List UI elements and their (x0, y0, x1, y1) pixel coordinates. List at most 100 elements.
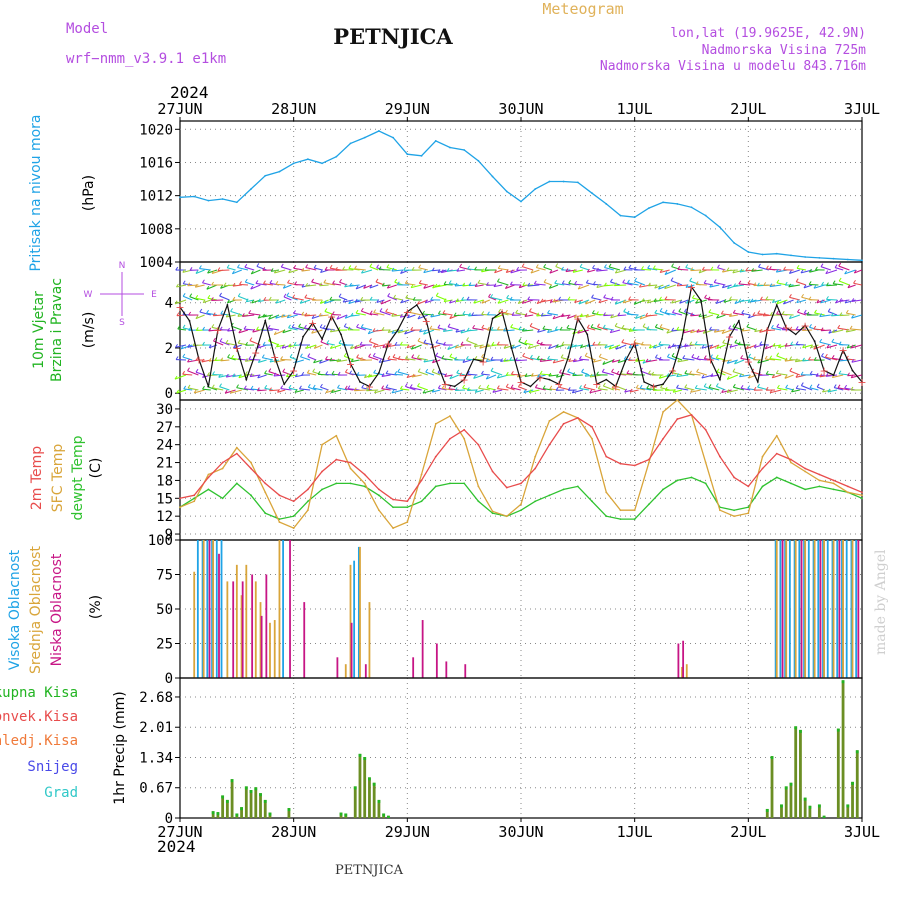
wind-barb-head (410, 326, 414, 331)
dewpt-line-point (832, 488, 835, 491)
wind-barb (417, 314, 428, 320)
compass-e: E (151, 290, 157, 300)
wind-barb-head (614, 300, 618, 305)
wind-barb-head (579, 385, 582, 389)
wind-barb-head (471, 312, 475, 316)
wind-barb (475, 389, 484, 393)
x-tick-top-4: 1JUL (617, 100, 653, 118)
wind-barb-head (248, 356, 252, 360)
cloud-bar-0 (812, 540, 815, 678)
wind-speed-marker: + (422, 315, 431, 328)
wind-barb-head (212, 312, 216, 316)
wind-barb-head (261, 354, 265, 358)
cloud-bar-0 (845, 540, 848, 678)
wind-barb-head (331, 370, 335, 375)
wind-barb-head (431, 267, 435, 271)
wind-speed-marker: + (365, 380, 374, 393)
dewpt-line-point (406, 506, 409, 509)
wind-barb (676, 374, 689, 378)
dewpt-line-point (704, 482, 707, 485)
wind-barb-head (753, 282, 757, 286)
wind-barb (740, 387, 751, 391)
wind-barb (649, 344, 658, 349)
dewpt-line-point (193, 497, 196, 500)
wind-speed-line-point (472, 358, 475, 361)
wind-barb-head (193, 389, 197, 394)
precip-bar-top (841, 680, 845, 684)
temp-2m-line-point (449, 437, 451, 440)
wind-barb (524, 314, 534, 317)
sfc-temp-line-point (335, 434, 338, 437)
wind-barb (227, 329, 236, 332)
wind-barb-head (422, 389, 426, 394)
wind-barb-head (664, 271, 668, 275)
wind-speed-marker: + (611, 380, 620, 393)
sfc-temp-line-point (207, 473, 210, 476)
wind-barb-head (337, 371, 341, 376)
wind-barb (305, 284, 317, 287)
wind-barb-head (437, 324, 441, 329)
wind-barb-head (648, 344, 652, 349)
wind-barb (494, 314, 503, 319)
precip-bar (368, 777, 371, 818)
wind-barb-head (382, 344, 386, 348)
cloud-bar-2 (445, 661, 448, 678)
wind-barb (304, 314, 317, 317)
wind-barb (846, 358, 856, 361)
wind-barb (708, 311, 720, 316)
wind-barb-head (628, 264, 632, 269)
wind-barb (530, 357, 540, 361)
wind-barb-head (776, 310, 779, 315)
precip-bar (211, 811, 215, 818)
precip-bar (851, 781, 854, 818)
wind-speed-line-point (283, 383, 286, 386)
wind-barb (721, 329, 732, 334)
wind-barb-head (372, 352, 376, 357)
wind-barb (370, 313, 379, 316)
wind-barb-head (449, 315, 453, 319)
wind-barb (510, 387, 521, 391)
wind-barb-head (187, 282, 191, 287)
wind-barb-head (791, 388, 794, 393)
wind-barb-head (846, 344, 850, 349)
precip-bar-top (789, 782, 793, 786)
wind-barb-head (330, 389, 334, 393)
wind-barb-head (806, 311, 810, 316)
wind-speed-line-point (378, 371, 380, 374)
wind-barb-head (560, 354, 564, 358)
wind-barb-head (800, 269, 804, 274)
wind-barb-head (440, 269, 444, 273)
wind-barb (789, 269, 800, 274)
wind-barb (677, 268, 689, 271)
wind-barb (809, 387, 819, 391)
wind-barb (738, 299, 751, 303)
wind-barb-head (431, 368, 435, 373)
wind-barb-head (552, 315, 556, 320)
wind-barb-head (243, 325, 247, 330)
precip-bar-top (235, 813, 239, 817)
wind-barb-head (230, 389, 233, 394)
wind-barb (559, 372, 571, 376)
wind-speed-line-point (861, 381, 863, 383)
wind-barb-head (610, 314, 614, 319)
wind-barb-head (509, 281, 513, 285)
wind-barb-head (435, 292, 439, 297)
wind-barb (250, 284, 261, 290)
wind-barb-head (381, 373, 385, 377)
wind-barb-head (708, 309, 712, 313)
wind-barb (455, 329, 466, 333)
wind-barb (720, 370, 732, 376)
wind-barb (670, 280, 683, 286)
wind-barb-head (788, 315, 792, 319)
wind-barb (255, 282, 267, 286)
precip-bar-top (249, 790, 253, 793)
wind-barb-head (795, 374, 799, 378)
pressure-line-point (463, 149, 466, 151)
wind-barb-head (225, 339, 229, 344)
wind-barb-head (360, 324, 364, 328)
wind-barb (263, 283, 273, 286)
wind-barb-head (527, 345, 531, 349)
wind-speed-marker: + (763, 324, 772, 337)
wind-barb-head (715, 383, 719, 387)
wind-speed-line-point (719, 378, 721, 381)
